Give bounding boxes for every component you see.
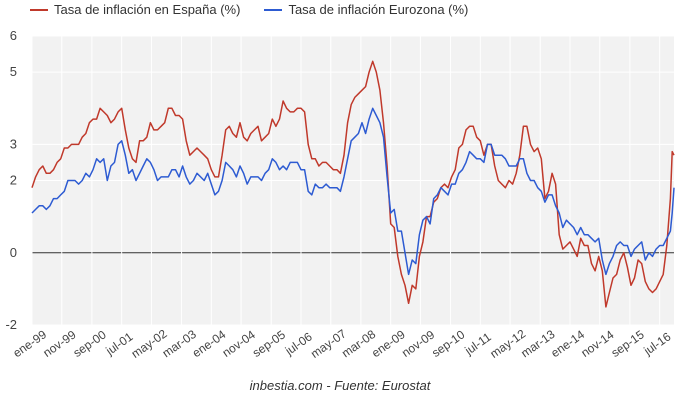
x-tick-label: nov-04 [220,327,258,360]
x-tick-label: nov-14 [578,327,616,360]
x-tick-label: sep-15 [609,327,647,360]
x-tick-label: ene-14 [548,327,587,360]
y-tick-label: 2 [10,173,17,188]
x-axis: ene-99nov-99sep-00jul-01may-02mar-03ene-… [10,326,673,361]
x-tick-label: ene-99 [10,327,49,360]
y-tick-label: 5 [10,64,17,79]
series-line-eurozone [31,107,675,276]
x-tick-label: nov-99 [40,327,78,360]
legend-item-eurozone[interactable]: Tasa de inflación Eurozona (%) [264,2,468,17]
x-tick-label: sep-00 [71,327,109,360]
x-tick-label: jul-11 [462,330,494,359]
legend-swatch-spain [30,8,48,11]
x-tick-label: sep-05 [250,327,288,360]
y-tick-label: 3 [10,136,17,151]
legend-swatch-eurozone [264,8,283,11]
y-tick-label: 6 [10,28,17,43]
x-tick-label: jul-16 [641,329,674,358]
y-tick-label: -2 [5,317,17,332]
series-line-spain [31,60,675,308]
x-tick-label: jul-06 [282,329,315,358]
legend-label-eurozone: Tasa de inflación Eurozona (%) [288,2,469,17]
x-tick-label: nov-09 [399,327,437,360]
series-lines [31,60,675,308]
source-caption: inbestia.com - Fuente: Eurostat [249,378,431,393]
legend-item-spain[interactable]: Tasa de inflación en España (%) [30,2,240,17]
y-axis: -2 0 2 3 5 6 [5,28,17,332]
y-tick-label: 0 [10,245,17,260]
x-tick-label: ene-09 [369,327,408,360]
legend-label-spain: Tasa de inflación en España (%) [54,2,241,17]
x-tick-label: jul-01 [103,329,136,358]
x-tick-label: sep-10 [429,327,467,360]
legend: Tasa de inflación en España (%) Tasa de … [30,2,468,17]
x-tick-label: ene-04 [190,327,229,360]
gridlines [31,35,674,326]
